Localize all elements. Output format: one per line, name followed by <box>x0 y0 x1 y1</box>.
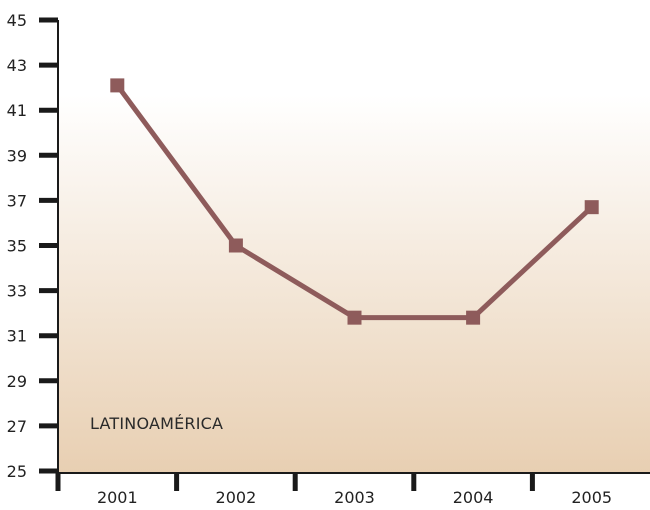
series-group <box>110 78 599 325</box>
plot-background <box>58 95 650 473</box>
y-tick-label: 31 <box>7 327 27 346</box>
y-tick-label: 25 <box>7 462 27 481</box>
y-tick-label: 45 <box>7 11 27 30</box>
y-tick-label: 43 <box>7 56 27 75</box>
data-point <box>584 200 599 215</box>
data-point <box>466 310 481 325</box>
data-point <box>347 310 362 325</box>
y-axis-ticks: 25 27 29 31 33 35 37 39 41 43 45 <box>7 11 58 481</box>
y-tick-label: 37 <box>7 191 27 210</box>
x-tick-label: 2001 <box>97 488 138 507</box>
data-point <box>228 238 243 253</box>
y-tick-label: 39 <box>7 146 27 165</box>
x-tick-label: 2002 <box>216 488 257 507</box>
x-tick-label: 2004 <box>453 488 494 507</box>
y-tick-label: 27 <box>7 417 27 436</box>
x-tick-label: 2003 <box>334 488 375 507</box>
y-tick-label: 29 <box>7 372 27 391</box>
y-tick-label: 41 <box>7 101 27 120</box>
x-tick-label: 2005 <box>571 488 612 507</box>
y-tick-label: 35 <box>7 237 27 256</box>
region-annotation: LATINOAMÉRICA <box>90 414 223 433</box>
y-tick-label: 33 <box>7 282 27 301</box>
data-point <box>110 78 125 93</box>
x-axis-ticks: 2001 2002 2003 2004 2005 <box>55 473 612 507</box>
